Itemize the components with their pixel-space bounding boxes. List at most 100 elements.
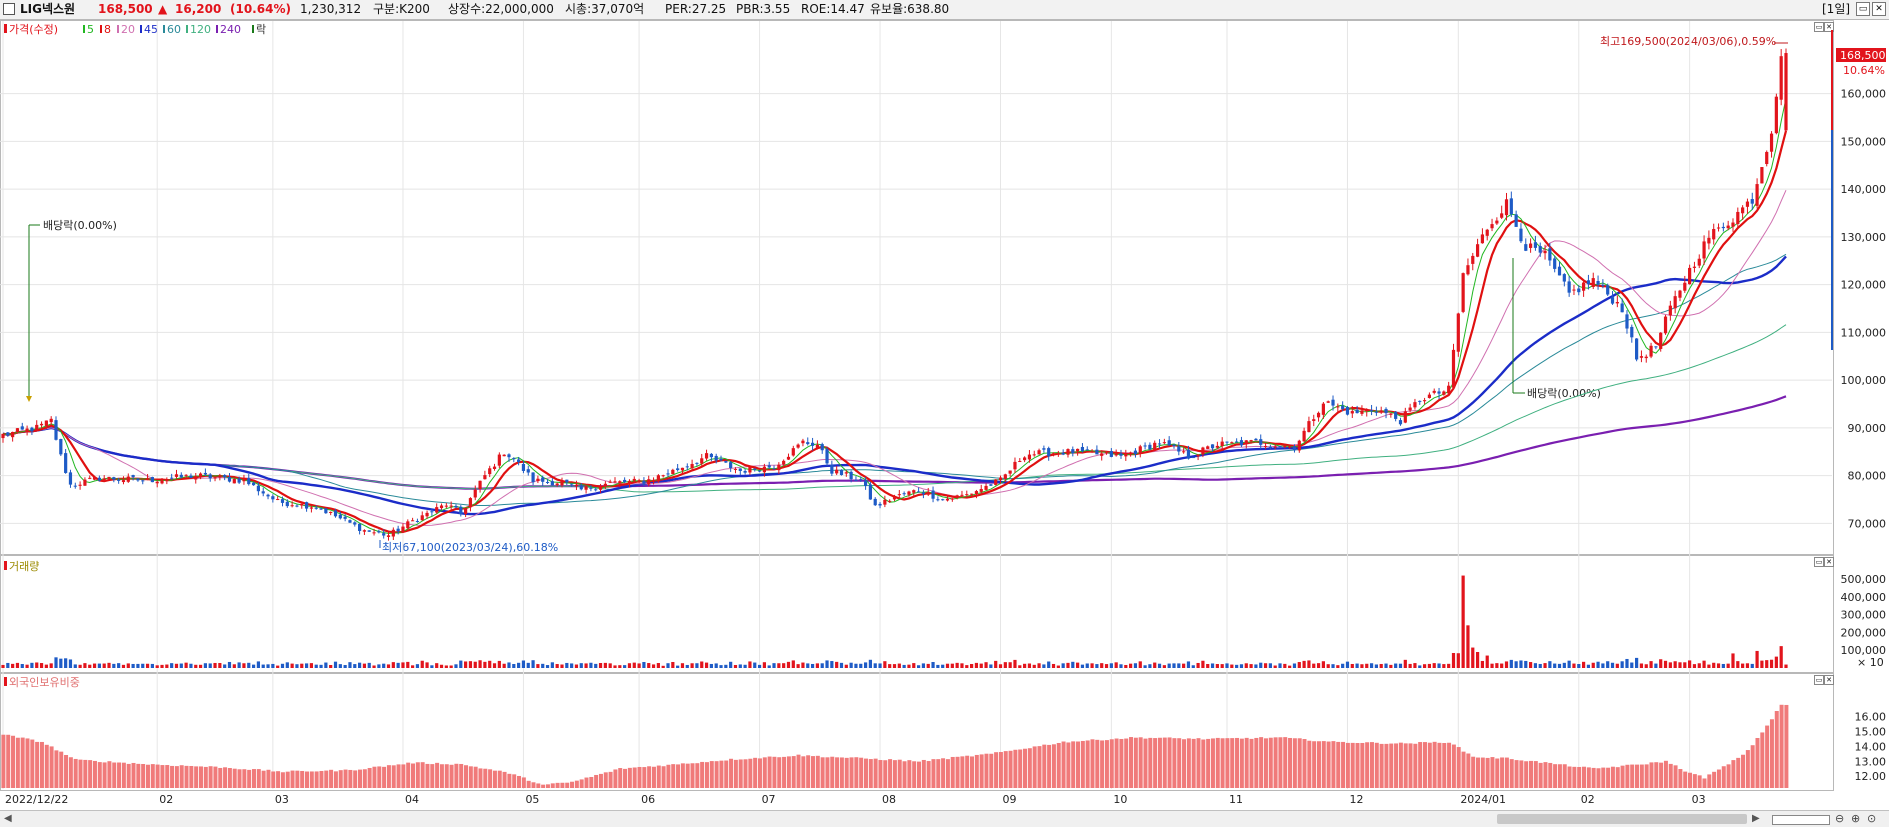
zoom-slider[interactable] (1772, 815, 1830, 825)
volume-bar (1061, 663, 1065, 668)
foreign-ratio-bar (1013, 749, 1018, 788)
volume-bar (1177, 663, 1181, 668)
scroll-thumb[interactable] (1497, 814, 1747, 824)
scroll-left-icon[interactable]: ◀ (4, 813, 12, 824)
foreign-ratio-bar (796, 754, 801, 788)
time-axis-label: 08 (882, 793, 896, 806)
candle (1736, 211, 1740, 224)
candle (1384, 408, 1388, 414)
panel-maximize-icon[interactable]: ▭ (1814, 22, 1824, 32)
foreign-ratio-bar (1321, 741, 1326, 788)
foreign-ratio-bar (64, 754, 69, 788)
candle (714, 455, 718, 461)
foreign-axis-tick: 15.00 (1855, 726, 1887, 739)
volume-bar (801, 662, 805, 668)
stock-name[interactable]: LIG넥스원 (20, 2, 76, 16)
ma60-line (2, 253, 1787, 506)
candle (1548, 248, 1552, 261)
period-selector[interactable]: [1일] (1822, 2, 1851, 16)
foreign-ratio-bar (1109, 739, 1114, 788)
foreign-ratio-bar (1466, 753, 1471, 788)
foreign-ratio-bar (1215, 737, 1220, 788)
candle (912, 490, 916, 493)
volume-panel-close-icon[interactable]: ✕ (1824, 557, 1834, 567)
candle (1095, 449, 1099, 455)
foreign-ratio-bar (492, 770, 497, 788)
volume-bar (854, 663, 858, 668)
foreign-ratio-bar (907, 760, 912, 788)
candle (189, 475, 193, 478)
ma20-line (2, 189, 1787, 526)
foreign-ratio-bar (145, 764, 150, 788)
candle (1697, 258, 1701, 266)
foreign-panel-maximize-icon[interactable]: ▭ (1814, 675, 1824, 685)
foreign-ratio-bar (367, 767, 372, 788)
volume-bar (1206, 663, 1210, 668)
candle (194, 476, 198, 480)
window-close-icon[interactable]: ✕ (1872, 2, 1886, 16)
foreign-ratio-bar (1167, 737, 1172, 788)
price-axis-tick: 140,000 (1841, 183, 1887, 196)
volume-bar (1191, 665, 1195, 668)
candle (1514, 214, 1518, 227)
foreign-ratio-bar (1567, 766, 1572, 788)
foreign-ratio-bar (1032, 746, 1037, 788)
volume-panel[interactable]: ▭ ✕ (0, 555, 1834, 673)
ma45-line (2, 255, 1787, 516)
candle (618, 481, 622, 484)
candle (733, 468, 738, 470)
volume-bar (449, 665, 453, 668)
foreign-ratio-bar (478, 768, 483, 788)
volume-bar (1374, 664, 1378, 668)
zoom-out-icon[interactable]: ⊖ (1835, 812, 1845, 825)
candle (613, 481, 617, 483)
foreign-ratio-bar (1562, 764, 1567, 788)
foreign-ratio-bar (256, 769, 261, 788)
foreign-ratio-bar (1688, 772, 1693, 788)
volume-bar (165, 664, 169, 668)
window-minimize-icon[interactable]: ▭ (1856, 2, 1870, 16)
volume-bar (647, 663, 651, 668)
volume-bar (1341, 663, 1345, 668)
volume-bar (1056, 665, 1060, 668)
candle (560, 481, 564, 486)
candle (309, 507, 314, 509)
volume-bar (671, 661, 675, 668)
candle (174, 474, 179, 477)
candle (565, 479, 569, 483)
foreign-ratio-bar (247, 769, 252, 788)
volume-bar (1683, 662, 1687, 668)
volume-bar (1153, 662, 1157, 668)
volume-bar (555, 664, 559, 668)
foreign-panel-close-icon[interactable]: ✕ (1824, 675, 1834, 685)
legend-ma240-swatch (216, 25, 218, 33)
zoom-in-icon[interactable]: ⊕ (1851, 812, 1861, 825)
candle (1422, 400, 1427, 402)
panel-close-icon[interactable]: ✕ (1824, 22, 1834, 32)
scroll-right-icon[interactable]: ▶ (1752, 813, 1760, 824)
volume-bar (425, 662, 429, 668)
candle (30, 427, 34, 432)
candle (680, 467, 685, 471)
zoom-reset-icon[interactable]: ⊙ (1867, 812, 1877, 825)
foreign-ratio-bar (526, 780, 531, 788)
volume-bar (1182, 663, 1186, 668)
foreign-ratio-bar (300, 770, 305, 788)
volume-bar (68, 659, 73, 668)
menu-checkbox-icon[interactable] (3, 3, 15, 15)
candle (386, 535, 391, 537)
price-panel[interactable]: ▭ ✕ (0, 20, 1834, 555)
volume-bar (1447, 663, 1451, 668)
bottom-scroll-bar[interactable]: ◀ ▶ ⊖ ⊕ ⊙ (0, 810, 1889, 827)
foreign-ratio-bar (198, 766, 203, 788)
foreign-ratio-bar (623, 768, 628, 788)
candle (594, 489, 598, 491)
foreign-ratio-bar (1615, 767, 1620, 788)
volume-panel-maximize-icon[interactable]: ▭ (1814, 557, 1824, 567)
candle (1360, 410, 1364, 414)
foreign-ratio-bar (1538, 762, 1543, 788)
volume-bar (1688, 660, 1692, 668)
candle (338, 514, 342, 519)
volume-bar (1659, 659, 1663, 668)
